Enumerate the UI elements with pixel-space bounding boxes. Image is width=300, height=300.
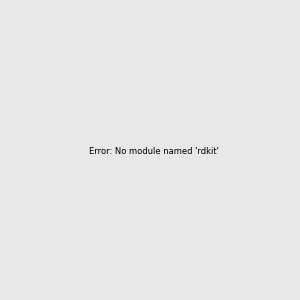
Text: Error: No module named 'rdkit': Error: No module named 'rdkit' — [89, 147, 219, 156]
